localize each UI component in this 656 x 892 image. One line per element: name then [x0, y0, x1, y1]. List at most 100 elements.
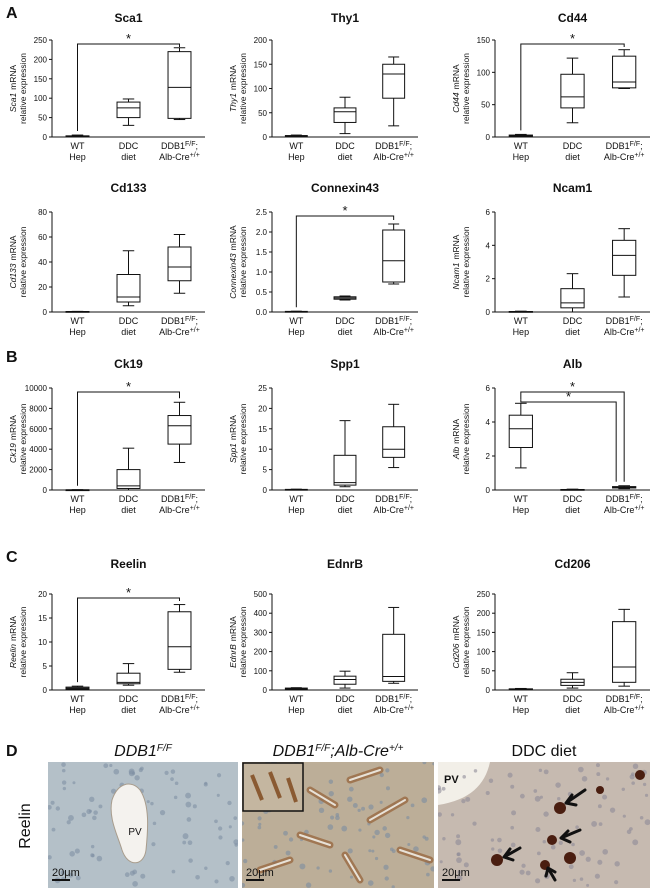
- title-part: DDB1: [273, 743, 316, 760]
- x-tick-label: Hep: [288, 327, 305, 337]
- x-tick-label: Alb-Cre+/+: [373, 705, 414, 716]
- y-axis-label: relative expression: [238, 403, 248, 474]
- cell: [609, 807, 616, 813]
- box: [612, 239, 637, 276]
- y-axis-label: relative expression: [238, 226, 248, 297]
- cell: [461, 798, 466, 804]
- x-tick-label: diet: [565, 505, 580, 515]
- label-part: +/+: [190, 705, 200, 712]
- x-tick-label: diet: [338, 705, 353, 715]
- y-axis-label: Ck19 mRNA: [8, 415, 18, 463]
- box: [167, 51, 192, 119]
- cell: [357, 808, 361, 813]
- y-tick-label: 500: [254, 590, 268, 599]
- y-axis-label: Spp1 mRNA: [228, 415, 238, 463]
- cell: [543, 811, 549, 817]
- panel-label: A: [6, 5, 18, 22]
- label-part: ;: [410, 316, 413, 326]
- x-tick-label: DDB1F/F;: [375, 494, 412, 505]
- significance-bracket: [77, 597, 180, 683]
- x-tick-label: DDB1F/F;: [161, 494, 198, 505]
- y-axis-label: Cd44 mRNA: [451, 64, 461, 113]
- cell: [188, 858, 193, 863]
- cell: [318, 807, 325, 814]
- label-part: diet: [121, 505, 136, 515]
- significance-label: *: [566, 389, 571, 404]
- chart-title: Connexin43: [311, 181, 379, 195]
- x-tick-label: diet: [121, 505, 136, 515]
- label-part: +/+: [404, 152, 414, 159]
- label-part: +/+: [404, 505, 414, 512]
- box: [116, 469, 141, 489]
- x-tick-label: diet: [121, 152, 136, 162]
- cell: [66, 820, 71, 825]
- cell: [374, 829, 380, 836]
- y-axis-label: Cd206 mRNA: [451, 615, 461, 668]
- x-tick-label: DDC: [563, 694, 583, 704]
- chart-title: Ck19: [114, 357, 143, 371]
- cell: [234, 843, 238, 847]
- label-part: DDB1: [606, 494, 630, 504]
- y-tick-label: 6: [486, 208, 491, 217]
- x-tick-label: diet: [565, 327, 580, 337]
- label-part: WT: [289, 316, 303, 326]
- cell: [367, 880, 374, 886]
- cell: [407, 842, 411, 846]
- y-tick-label: 200: [34, 55, 48, 64]
- label-part: Alb-Cre: [373, 505, 404, 515]
- x-tick-label: Alb-Cre+/+: [373, 505, 414, 516]
- x-tick-label: Hep: [69, 505, 86, 515]
- x-tick-label: diet: [121, 705, 136, 715]
- label-part: diet: [338, 505, 353, 515]
- label-part: Ck19: [8, 443, 18, 463]
- chart-title: Reelin: [110, 557, 146, 571]
- box: [612, 621, 637, 683]
- label-part: WT: [514, 694, 528, 704]
- title-part: DDC diet: [512, 743, 577, 760]
- y-tick-label: 300: [254, 628, 268, 637]
- y-tick-label: 20: [38, 590, 47, 599]
- label-part: diet: [565, 705, 580, 715]
- cell: [406, 815, 410, 820]
- cell: [534, 795, 541, 802]
- cell: [536, 851, 541, 856]
- y-tick-label: 0: [263, 686, 268, 695]
- cell: [361, 806, 366, 811]
- box-chart: Connexin43 0.0 0.5 1.0 1.5 2.0 2.5 Connexin43 mR…: [228, 181, 418, 337]
- label-part: DDC: [563, 316, 583, 326]
- y-tick-label: 100: [34, 94, 48, 103]
- cell: [134, 775, 140, 781]
- y-tick-label: 100: [477, 68, 491, 77]
- label-part: WT: [289, 694, 303, 704]
- cell: [430, 866, 434, 872]
- x-tick-label: DDB1F/F;: [161, 141, 198, 152]
- x-tick-label: DDB1F/F;: [375, 316, 412, 327]
- label-part: DDB1: [606, 694, 630, 704]
- y-axis-label: Alb mRNA: [451, 419, 461, 461]
- micrograph: [242, 762, 434, 888]
- box-chart: Spp1 0 5 10 15 20 25 Spp1 mRNA relative expressio…: [228, 357, 418, 515]
- label-part: diet: [121, 152, 136, 162]
- y-tick-label: 4: [486, 418, 491, 427]
- x-tick-label: DDB1F/F;: [375, 694, 412, 705]
- cell: [299, 863, 306, 870]
- label-part: Sca1: [8, 93, 18, 113]
- cell: [203, 782, 208, 787]
- x-tick-label: Alb-Cre+/+: [159, 505, 200, 516]
- label-part: ;: [640, 694, 643, 704]
- label-part: Hep: [513, 505, 530, 515]
- cell: [383, 864, 389, 870]
- label-part: DDC: [119, 141, 139, 151]
- cell: [539, 795, 543, 799]
- label-part: Hep: [288, 705, 305, 715]
- cell: [62, 786, 67, 791]
- cell: [225, 861, 230, 866]
- cell: [538, 768, 543, 773]
- y-tick-label: 20: [38, 283, 47, 292]
- label-part: mRNA: [8, 235, 18, 260]
- x-tick-label: Hep: [513, 505, 530, 515]
- title-part: ;Alb-Cre: [330, 743, 389, 760]
- label-part: DDB1: [375, 141, 399, 151]
- y-tick-label: 50: [38, 114, 47, 123]
- x-tick-label: DDC: [119, 694, 139, 704]
